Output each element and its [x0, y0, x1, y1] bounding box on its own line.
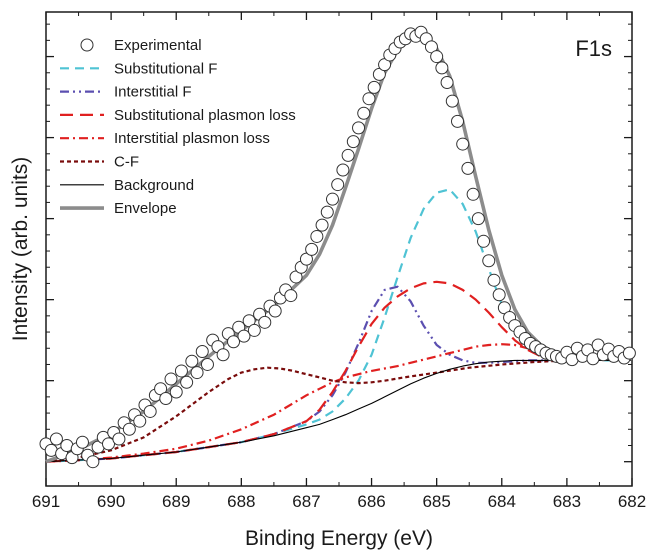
axis-ticks: [45, 12, 633, 486]
experimental-point: [346, 135, 360, 149]
substitutional-plasmon-line: [45, 280, 567, 463]
experimental-point: [367, 80, 381, 94]
experimental-point: [451, 114, 465, 128]
experimental-point: [190, 366, 204, 380]
legend: Experimental Substitutional F Interstitial…: [60, 37, 296, 217]
experimental-point: [362, 92, 376, 106]
experimental-point: [357, 106, 371, 120]
legend-label: C-F: [114, 154, 139, 171]
experimental-point: [237, 329, 251, 343]
legend-label: Background: [114, 177, 194, 194]
experimental-point: [195, 344, 209, 358]
experimental-point: [430, 50, 444, 64]
experimental-point: [258, 315, 272, 329]
experimental-point: [164, 372, 178, 386]
experimental-point: [143, 404, 157, 418]
legend-label: Experimental: [114, 37, 202, 54]
experimental-point: [477, 234, 491, 248]
legend-label: Interstitial F: [114, 84, 192, 101]
experimental-point: [49, 432, 63, 446]
experimental-point: [320, 205, 334, 219]
experimental-point: [185, 354, 199, 368]
x-tick-label: 689: [162, 492, 190, 511]
experimental-point: [352, 121, 366, 135]
experimental-point: [315, 218, 329, 232]
experimental-point: [75, 435, 89, 449]
x-tick-labels: 691 690 689 688 687 686 685 684 683 682: [32, 492, 646, 511]
x-axis-title: Binding Energy (eV): [245, 527, 433, 550]
legend-label: Envelope: [114, 200, 177, 217]
interstitial-plasmon-line: [45, 343, 568, 463]
experimental-point: [456, 137, 470, 151]
x-tick-label: 687: [292, 492, 320, 511]
experimental-point: [461, 161, 475, 175]
experimental-point: [487, 273, 501, 287]
experimental-point: [482, 254, 496, 268]
experimental-point: [284, 289, 298, 303]
experimental-point: [341, 148, 355, 162]
experimental-point: [331, 178, 345, 192]
x-tick-label: 682: [618, 492, 646, 511]
experimental-point: [227, 335, 241, 349]
x-tick-label: 684: [488, 492, 516, 511]
experimental-point: [122, 422, 136, 436]
legend-label: Substitutional F: [114, 60, 217, 77]
experimental-point: [133, 414, 147, 428]
experimental-point: [247, 323, 261, 337]
experimental-point: [305, 242, 319, 256]
experimental-point: [471, 212, 485, 226]
experimental-point: [336, 163, 350, 177]
experimental-point: [112, 432, 126, 446]
experimental-point: [86, 455, 100, 469]
experimental-points: [39, 25, 636, 469]
experimental-point: [180, 375, 194, 389]
experimental-point: [492, 288, 506, 302]
x-tick-label: 683: [553, 492, 581, 511]
legend-label: Interstitial plasmon loss: [114, 130, 270, 147]
experimental-point: [435, 61, 449, 75]
x-tick-label: 691: [32, 492, 60, 511]
experimental-point: [169, 385, 183, 399]
background-line: [45, 359, 632, 463]
x-tick-label: 685: [422, 492, 450, 511]
legend-label: Substitutional plasmon loss: [114, 107, 296, 124]
experimental-point: [466, 187, 480, 201]
y-axis-title: Intensity (arb. units): [9, 157, 32, 341]
x-tick-label: 690: [97, 492, 125, 511]
experimental-point: [102, 437, 116, 451]
experimental-point: [174, 364, 188, 378]
experimental-point: [440, 75, 454, 89]
experimental-point: [445, 94, 459, 108]
experimental-point: [159, 391, 173, 405]
x-tick-label: 688: [227, 492, 255, 511]
experimental-point: [310, 229, 324, 243]
panel-label: F1s: [575, 36, 612, 61]
c-f-line: [45, 359, 567, 463]
legend-symbol-experimental: [80, 38, 94, 52]
x-tick-label: 686: [357, 492, 385, 511]
experimental-point: [268, 304, 282, 318]
experimental-point: [200, 357, 214, 371]
experimental-point: [216, 348, 230, 362]
experimental-point: [622, 346, 636, 360]
experimental-point: [325, 192, 339, 206]
